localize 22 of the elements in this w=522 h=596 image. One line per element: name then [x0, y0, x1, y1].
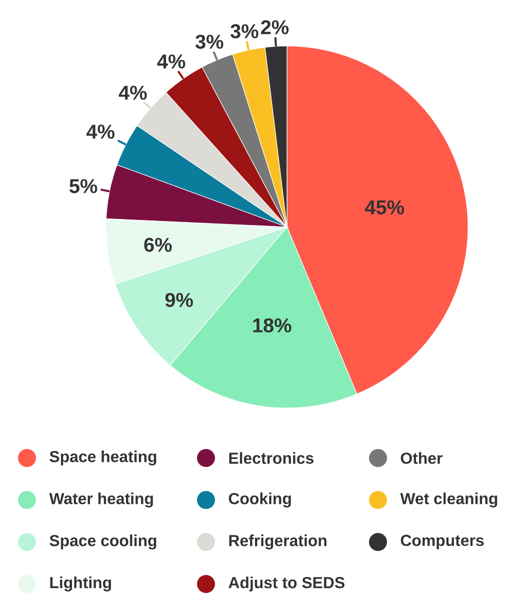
- data-label: 4%: [118, 86, 147, 100]
- data-label: 6%: [144, 238, 172, 252]
- legend-label: Adjust to SEDS: [228, 576, 344, 592]
- legend-label: Other: [400, 452, 442, 464]
- legend-label: Space cooling: [50, 534, 156, 550]
- legend-label: Water heating: [49, 492, 153, 508]
- legend-label: Electronics: [229, 452, 314, 464]
- legend-label: Computers: [400, 534, 484, 550]
- data-label: 3%: [195, 34, 224, 49]
- data-label: 2%: [261, 20, 289, 34]
- data-label: 18%: [253, 318, 292, 332]
- legend-label: Cooking: [228, 492, 291, 508]
- data-label: 3%: [230, 24, 258, 38]
- legend-label: Space heating: [50, 450, 156, 466]
- data-label: 45%: [364, 200, 404, 214]
- data-label: 4%: [157, 54, 186, 69]
- data-label: 5%: [70, 179, 98, 194]
- legend-label: Lighting: [50, 576, 111, 592]
- legend-label: Refrigeration: [229, 534, 326, 550]
- legend-label: Wet cleaning: [400, 492, 498, 508]
- data-label: 4%: [86, 124, 114, 139]
- data-label: 9%: [165, 292, 193, 308]
